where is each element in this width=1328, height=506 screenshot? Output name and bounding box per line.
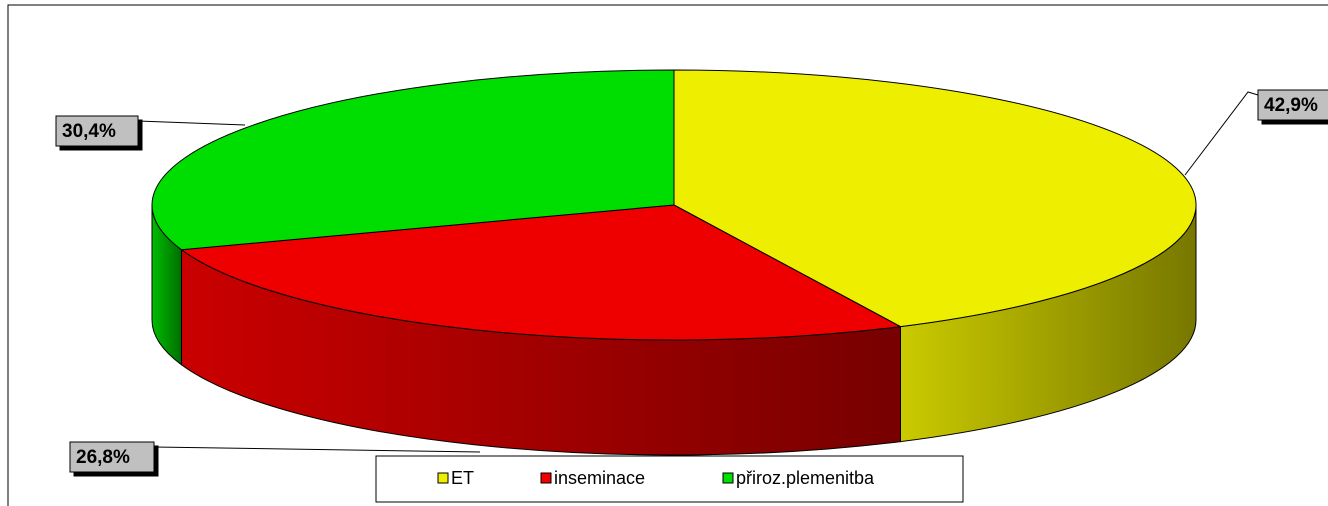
legend-label: inseminace (554, 468, 645, 488)
legend-swatch (540, 472, 552, 484)
slice-side-shade (152, 205, 182, 365)
slice-side-shade (900, 205, 1196, 442)
slice (673, 69, 1197, 328)
slice-side-shade (181, 249, 901, 455)
legend-label: ET (451, 468, 474, 488)
data-label-box (1257, 89, 1328, 121)
data-label: 30,4% (62, 121, 116, 142)
data-label: 42,9% (1264, 95, 1318, 116)
slice (151, 69, 675, 251)
data-label-box (69, 441, 155, 473)
chart-frame (7, 4, 1328, 506)
slice (180, 204, 903, 341)
leader-line (153, 446, 481, 453)
leader-line (1184, 91, 1259, 176)
leader-line (137, 120, 246, 126)
legend-swatch (722, 472, 734, 484)
legend-swatch (437, 472, 449, 484)
legend-box (375, 455, 964, 503)
data-label: 26,8% (76, 447, 130, 468)
data-label-box (55, 115, 139, 147)
legend-label: přiroz.plemenitba (736, 468, 875, 488)
